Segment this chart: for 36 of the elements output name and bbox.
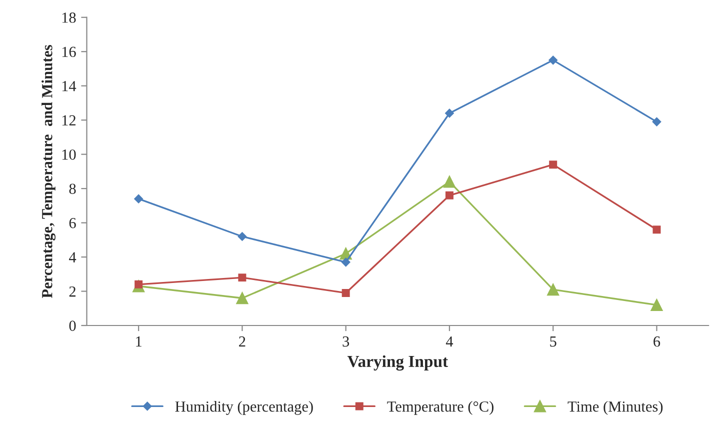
point — [549, 160, 558, 169]
point — [548, 56, 558, 65]
point — [238, 274, 246, 282]
point — [650, 298, 663, 312]
point — [236, 292, 248, 304]
y-tick-label: 8 — [69, 184, 76, 194]
y-tick-label: 10 — [62, 149, 76, 160]
y-tick-label: 0 — [69, 320, 76, 331]
legend-label: Humidity (percentage) — [175, 400, 313, 415]
point — [342, 288, 350, 297]
y-tick-label: 12 — [62, 115, 76, 126]
y-tick-label: 14 — [62, 81, 76, 92]
point — [652, 226, 661, 234]
x-tick-label: 6 — [654, 336, 660, 347]
point — [443, 176, 456, 188]
point — [238, 232, 247, 241]
y-axis-title: Percentage, Temperature and Minutes — [42, 44, 56, 298]
x-tick-label: 1 — [136, 336, 142, 347]
point — [652, 117, 662, 126]
x-tick-label: 5 — [550, 336, 556, 347]
point — [341, 258, 350, 267]
point — [445, 191, 454, 200]
point — [445, 108, 454, 118]
point — [547, 283, 560, 296]
x-tick-label: 2 — [239, 336, 246, 347]
legend-label: Time (Minutes) — [568, 400, 663, 415]
y-tick-label: 16 — [62, 46, 76, 58]
x-tick-label: 4 — [446, 336, 454, 347]
y-tick-label: 6 — [69, 218, 76, 228]
y-tick-label: 18 — [62, 12, 76, 23]
x-axis-title: Varying Input — [347, 355, 448, 371]
legend-label: Temperature (°C) — [387, 400, 494, 415]
x-tick-label: 3 — [342, 336, 350, 347]
point — [134, 194, 144, 204]
y-tick-label: 2 — [69, 286, 76, 297]
y-tick-label: 4 — [69, 252, 76, 262]
